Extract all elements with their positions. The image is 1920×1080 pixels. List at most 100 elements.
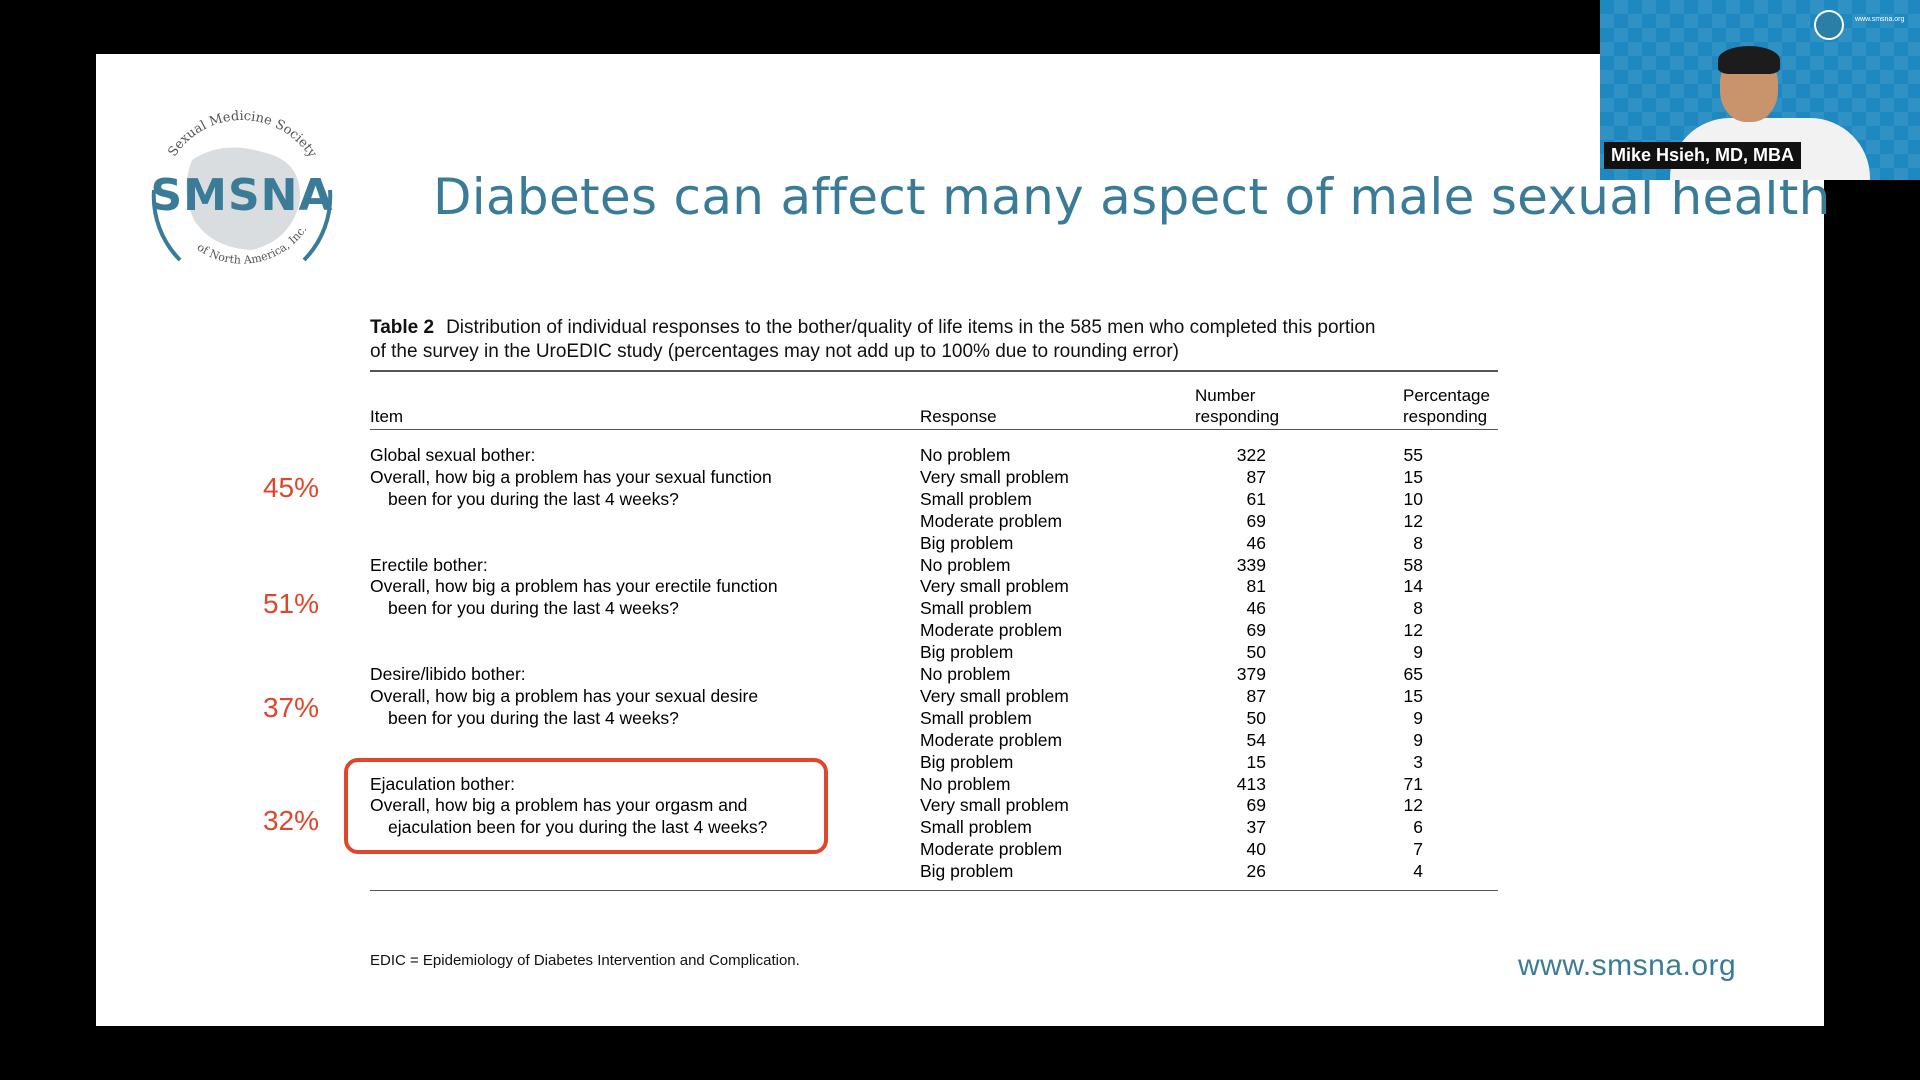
- number-responding: 46: [1246, 598, 1266, 619]
- header-number-line2: responding: [1195, 407, 1280, 426]
- percentage-responding: 4: [1413, 861, 1423, 882]
- header-item: Item: [370, 407, 404, 426]
- presenter-name-tag: Mike Hsieh, MD, MBA: [1604, 142, 1802, 169]
- header-response: Response: [920, 407, 997, 426]
- results-table: Table 2 Distribution of individual respon…: [370, 316, 1498, 364]
- percentage-responding: 58: [1403, 554, 1423, 575]
- response-label: Big problem: [920, 861, 1014, 882]
- group-title: Ejaculation bother:: [370, 773, 515, 794]
- webcam-overlay: www.smsna.org Mike Hsieh, MD, MBA: [1600, 0, 1920, 180]
- number-responding: 69: [1246, 620, 1266, 641]
- percentage-responding: 12: [1403, 620, 1423, 641]
- webcam-url: www.smsna.org: [1855, 16, 1905, 23]
- response-label: Moderate problem: [920, 839, 1063, 860]
- number-responding: 87: [1246, 685, 1266, 706]
- response-label: Moderate problem: [920, 510, 1063, 531]
- slide-title: Diabetes can affect many aspect of male …: [433, 168, 1831, 226]
- header-percentage-line1: Percentage: [1403, 386, 1490, 405]
- percentage-responding: 12: [1403, 510, 1423, 531]
- table-top-rule: [370, 370, 1498, 372]
- number-responding: 50: [1246, 642, 1266, 663]
- response-label: Big problem: [920, 532, 1014, 553]
- response-label: Moderate problem: [920, 729, 1063, 750]
- presentation-slide: Sexual Medicine Society of North America…: [96, 54, 1830, 1026]
- group-question-line1: Overall, how big a problem has your sexu…: [370, 466, 772, 487]
- response-label: No problem: [920, 664, 1011, 684]
- percentage-responding: 3: [1413, 751, 1423, 772]
- side-percentage-label: 45%: [262, 472, 320, 503]
- number-responding: 37: [1246, 817, 1266, 838]
- response-label: No problem: [920, 554, 1011, 575]
- logo-graphic: Sexual Medicine Society of North America…: [151, 109, 333, 267]
- percentage-responding: 71: [1403, 773, 1423, 794]
- percentage-responding: 9: [1413, 642, 1423, 663]
- number-responding: 69: [1246, 510, 1266, 531]
- group-title: Global sexual bother:: [370, 445, 536, 465]
- number-responding: 322: [1236, 445, 1266, 465]
- response-label: Very small problem: [920, 466, 1069, 487]
- side-percentage-label: 51%: [262, 588, 320, 619]
- header-percentage: Percentage responding: [1403, 385, 1490, 427]
- table-header-rule: [370, 429, 1498, 430]
- percentage-responding: 8: [1413, 598, 1423, 619]
- response-label: No problem: [920, 773, 1011, 794]
- number-responding: 15: [1246, 751, 1266, 772]
- slide-url: www.smsna.org: [1518, 949, 1737, 982]
- response-label: Very small problem: [920, 795, 1069, 816]
- group-question-line1: Overall, how big a problem has your erec…: [370, 576, 778, 597]
- number-responding: 81: [1246, 576, 1266, 597]
- header-number-line1: Number: [1195, 386, 1256, 405]
- percentage-responding: 9: [1413, 729, 1423, 750]
- group-question-line2: been for you during the last 4 weeks?: [388, 488, 679, 509]
- smsna-logo: Sexual Medicine Society of North America…: [132, 90, 352, 310]
- group-question-line2: ejaculation been for you during the last…: [388, 817, 768, 838]
- percentage-responding: 12: [1403, 795, 1423, 816]
- percentage-responding: 6: [1413, 817, 1423, 838]
- number-responding: 339: [1236, 554, 1266, 575]
- header-number: Number responding: [1195, 385, 1279, 427]
- table-caption-line1: Distribution of individual responses to …: [446, 317, 1376, 338]
- number-responding: 413: [1236, 773, 1266, 794]
- number-responding: 50: [1246, 707, 1266, 728]
- ejaculation-highlight-box: [344, 758, 828, 854]
- percentage-responding: 15: [1403, 685, 1423, 706]
- percentage-responding: 10: [1403, 488, 1423, 509]
- number-responding: 87: [1246, 466, 1266, 487]
- response-label: Small problem: [920, 707, 1032, 728]
- webcam-logo-badge: [1814, 10, 1844, 40]
- percentage-responding: 65: [1403, 664, 1423, 684]
- group-question-line1: Overall, how big a problem has your sexu…: [370, 685, 759, 706]
- response-label: Big problem: [920, 642, 1014, 663]
- number-responding: 26: [1246, 861, 1266, 882]
- percentage-responding: 7: [1413, 839, 1423, 860]
- percentage-responding: 55: [1403, 445, 1423, 465]
- percentage-responding: 14: [1403, 576, 1423, 597]
- response-label: Small problem: [920, 488, 1032, 509]
- table-footnote: EDIC = Epidemiology of Diabetes Interven…: [370, 952, 800, 969]
- percentage-responding: 8: [1413, 532, 1423, 553]
- response-label: Small problem: [920, 817, 1032, 838]
- header-percentage-line2: responding: [1403, 407, 1488, 426]
- group-question-line1: Overall, how big a problem has your orga…: [370, 795, 748, 816]
- group-title: Desire/libido bother:: [370, 664, 526, 684]
- table-bottom-rule: [370, 890, 1498, 891]
- response-label: Very small problem: [920, 576, 1069, 597]
- table-caption-label: Table 2: [370, 317, 435, 338]
- response-label: No problem: [920, 445, 1011, 465]
- number-responding: 40: [1246, 839, 1266, 860]
- group-title: Erectile bother:: [370, 554, 488, 575]
- side-percentage-label: 32%: [262, 805, 320, 836]
- number-responding: 69: [1246, 795, 1266, 816]
- logo-text: SMSNA: [150, 170, 334, 221]
- number-responding: 379: [1236, 664, 1266, 684]
- table-caption-line2: of the survey in the UroEDIC study (perc…: [370, 341, 1180, 362]
- percentage-responding: 9: [1413, 707, 1423, 728]
- response-label: Big problem: [920, 751, 1014, 772]
- number-responding: 46: [1246, 532, 1266, 553]
- table-caption: Table 2 Distribution of individual respon…: [370, 316, 1498, 364]
- group-question-line2: been for you during the last 4 weeks?: [388, 598, 679, 619]
- percentage-responding: 15: [1403, 466, 1423, 487]
- presenter-hair: [1718, 46, 1780, 74]
- number-responding: 54: [1246, 729, 1266, 750]
- response-label: Very small problem: [920, 685, 1069, 706]
